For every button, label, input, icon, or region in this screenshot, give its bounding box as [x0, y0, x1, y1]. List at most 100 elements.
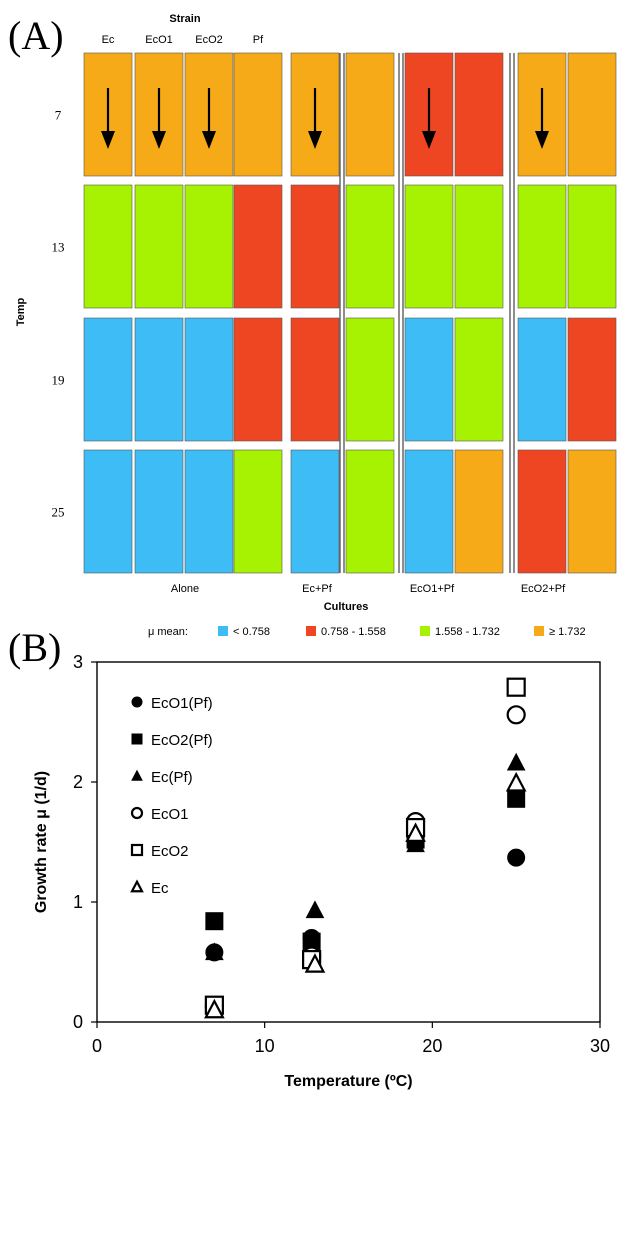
y-tick-label: 1 — [73, 892, 83, 912]
legend-entry: EcO1 — [151, 806, 189, 823]
legend-entry: EcO1(Pf) — [151, 695, 213, 712]
legend-entry: Ec — [151, 880, 169, 897]
heatmap-cell — [404, 317, 454, 442]
data-point — [506, 705, 526, 725]
group-separator — [339, 53, 345, 573]
x-tick-label: 0 — [92, 1036, 102, 1056]
data-point — [305, 900, 325, 919]
culture-group-label: Alone — [171, 583, 199, 595]
down-arrow-icon — [308, 88, 322, 149]
heatmap-cell — [290, 317, 340, 442]
legend-marker — [131, 696, 143, 708]
down-arrow-icon — [101, 88, 115, 149]
heatmap-cell — [134, 449, 184, 574]
data-point — [204, 998, 225, 1019]
strain-label: Ec — [102, 34, 115, 46]
heatmap-cell — [184, 449, 234, 574]
legend-entry: EcO2(Pf) — [151, 732, 213, 749]
legend-marker — [130, 806, 144, 820]
legend-swatch — [420, 626, 430, 636]
legend-label: 1.558 - 1.732 — [435, 626, 500, 638]
legend-title: μ mean: — [148, 626, 188, 638]
down-arrow-icon — [422, 88, 436, 149]
strain-label: EcO1 — [145, 34, 173, 46]
temp-axis-title: Temp — [15, 297, 27, 326]
panel-b-label: (B) — [8, 625, 62, 670]
data-point — [507, 789, 526, 808]
heatmap-cell — [134, 317, 184, 442]
culture-group-label: EcO2+Pf — [521, 583, 566, 595]
temp-label: 25 — [52, 505, 65, 520]
strain-title: Strain — [169, 13, 200, 25]
data-point — [506, 752, 526, 771]
temp-label: 7 — [55, 108, 62, 123]
legend-marker — [130, 843, 144, 857]
legend-label: < 0.758 — [233, 626, 270, 638]
x-tick-label: 30 — [590, 1036, 610, 1056]
heatmap-chart: Strain Ec EcO1 EcO2 Pf 7 13 19 25 Temp Alone Ec+Pf E… — [15, 13, 617, 638]
data-point — [406, 834, 425, 853]
heatmap-cell — [567, 52, 617, 177]
heatmap-cell — [83, 449, 133, 574]
down-arrow-icon — [202, 88, 216, 149]
heatmap-cell — [454, 184, 504, 309]
panel-a-label: (A) — [8, 13, 64, 58]
heatmap-cell — [184, 184, 234, 309]
legend-swatch — [218, 626, 228, 636]
temp-label: 19 — [52, 373, 65, 388]
strain-label: EcO2 — [195, 34, 223, 46]
y-tick-label: 2 — [73, 772, 83, 792]
heatmap-cell — [83, 184, 133, 309]
x-tick-label: 20 — [422, 1036, 442, 1056]
y-axis-title: Growth rate μ (1/d) — [33, 771, 50, 913]
x-tick-label: 10 — [255, 1036, 275, 1056]
heatmap-cell — [517, 317, 567, 442]
heatmap-cell — [83, 317, 133, 442]
y-tick-label: 3 — [73, 652, 83, 672]
legend-marker — [131, 733, 143, 745]
heatmap-cell — [567, 317, 617, 442]
heatmap-cell — [345, 52, 395, 177]
heatmap-cell — [184, 317, 234, 442]
legend-swatch — [534, 626, 544, 636]
temp-label: 13 — [52, 240, 65, 255]
heatmap-cell — [517, 184, 567, 309]
data-point — [507, 848, 526, 867]
heatmap-cell — [454, 52, 504, 177]
legend-swatch — [306, 626, 316, 636]
legend-entry: EcO2 — [151, 843, 189, 860]
heatmap-cell — [345, 184, 395, 309]
scatter-chart: 0 10 20 30 0 1 2 3 Temperature (ºC) Growth rate μ… — [33, 652, 610, 1090]
heatmap-cell — [290, 184, 340, 309]
heatmap-cell — [404, 184, 454, 309]
heatmap-cell — [290, 449, 340, 574]
culture-group-label: Ec+Pf — [302, 583, 333, 595]
data-point — [205, 942, 224, 961]
heatmap-cell — [233, 184, 283, 309]
data-point — [506, 677, 526, 697]
heatmap-cell — [83, 52, 133, 177]
data-point — [505, 771, 527, 792]
heatmap-cell — [454, 317, 504, 442]
data-point — [304, 953, 326, 973]
heatmap-cell — [233, 317, 283, 442]
legend-entry: Ec(Pf) — [151, 769, 193, 786]
down-arrow-icon — [152, 88, 166, 149]
culture-group-label: EcO1+Pf — [410, 583, 455, 595]
down-arrow-icon — [535, 88, 549, 149]
data-point — [405, 822, 426, 842]
heatmap-cell — [345, 317, 395, 442]
plot-frame — [96, 661, 601, 1023]
legend-marker — [131, 769, 143, 781]
group-separator — [509, 53, 515, 573]
heatmap-cell — [404, 449, 454, 574]
group-separator — [398, 53, 404, 573]
legend-marker — [130, 879, 144, 893]
heatmap-cell — [233, 449, 283, 574]
heatmap-cell — [454, 449, 504, 574]
y-tick-label: 0 — [73, 1012, 83, 1032]
heatmap-cell — [517, 449, 567, 574]
heatmap-cell — [345, 449, 395, 574]
heatmap-cell — [233, 52, 283, 177]
legend-label: 0.758 - 1.558 — [321, 626, 386, 638]
